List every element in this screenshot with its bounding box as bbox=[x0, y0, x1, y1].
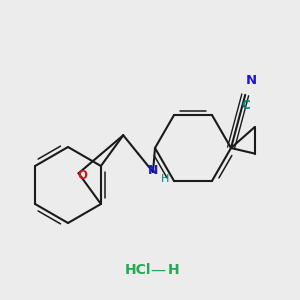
Text: HCl: HCl bbox=[125, 263, 151, 277]
Text: N: N bbox=[148, 164, 158, 178]
Text: H: H bbox=[161, 174, 169, 184]
Text: C: C bbox=[242, 99, 250, 112]
Text: N: N bbox=[246, 74, 257, 87]
Text: O: O bbox=[78, 169, 88, 182]
Text: —: — bbox=[150, 262, 166, 278]
Text: H: H bbox=[168, 263, 180, 277]
